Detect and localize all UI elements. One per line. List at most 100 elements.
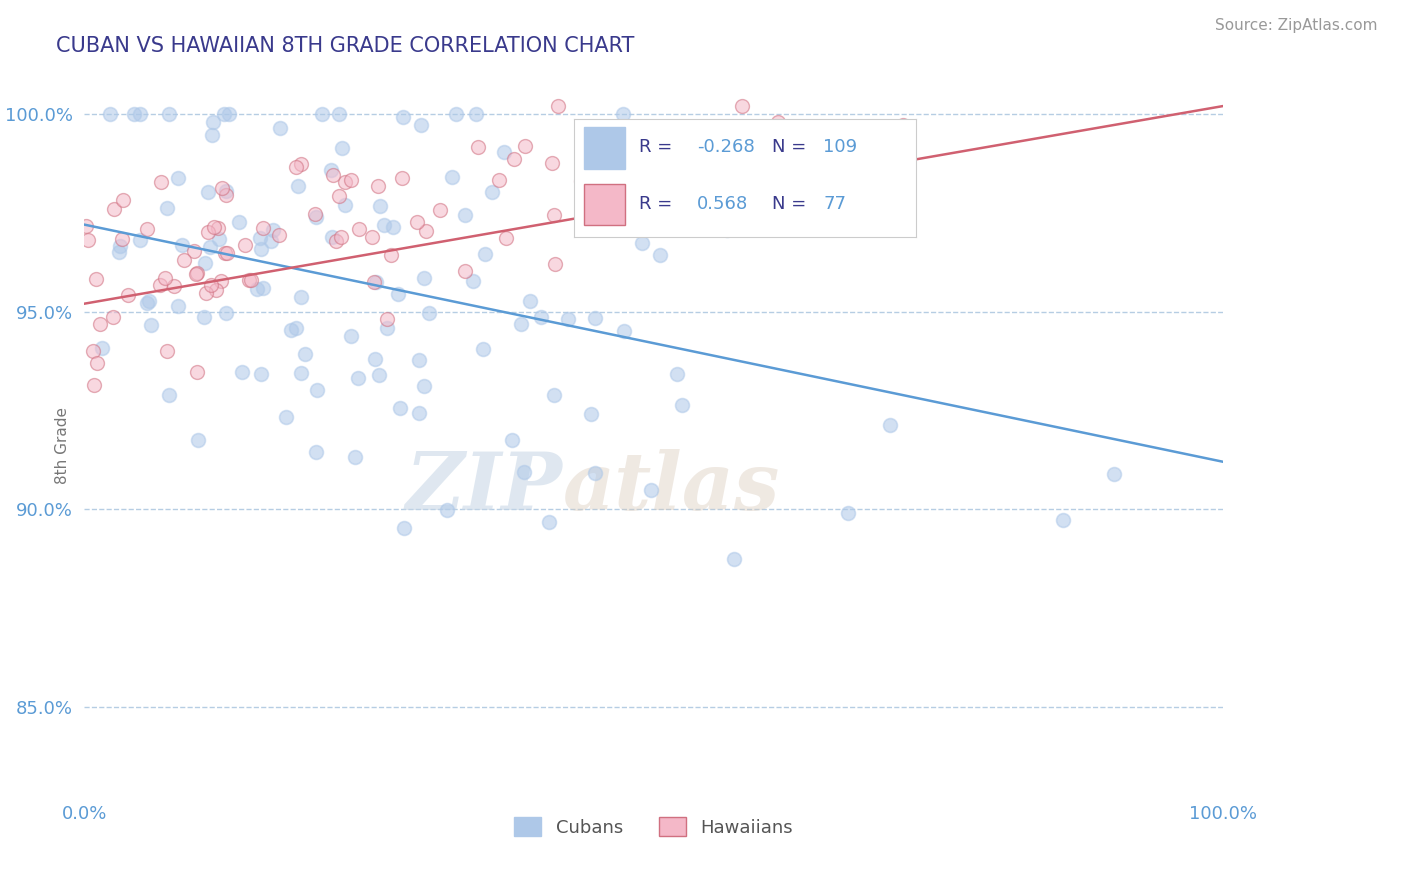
Point — [238, 273, 260, 287]
Point — [471, 343, 494, 357]
Point — [214, 184, 236, 198]
Point — [671, 398, 693, 412]
Point — [492, 145, 515, 159]
Point — [197, 225, 219, 239]
Point — [335, 175, 357, 189]
Point — [380, 247, 402, 261]
Point — [1102, 467, 1125, 481]
Text: CUBAN VS HAWAIIAN 8TH GRADE CORRELATION CHART: CUBAN VS HAWAIIAN 8TH GRADE CORRELATION … — [56, 36, 634, 55]
Point — [157, 107, 180, 121]
Point — [387, 286, 409, 301]
Point — [766, 115, 789, 129]
Point — [513, 465, 536, 479]
Point — [156, 343, 179, 358]
Point — [252, 281, 274, 295]
Point — [501, 433, 523, 447]
Point — [363, 275, 385, 289]
Point — [274, 409, 297, 424]
Point — [364, 352, 387, 367]
Point — [269, 121, 291, 136]
Point — [583, 466, 606, 480]
Point — [290, 157, 312, 171]
Point — [411, 118, 433, 132]
Point — [108, 244, 131, 259]
Point — [503, 153, 526, 167]
Point — [509, 317, 531, 331]
Point — [375, 312, 398, 326]
Point — [474, 247, 496, 261]
Point — [408, 352, 430, 367]
Point — [373, 218, 395, 232]
Point — [481, 186, 503, 200]
Point — [211, 181, 233, 195]
Point — [187, 433, 209, 447]
Point — [519, 294, 541, 309]
Point — [321, 229, 343, 244]
Point — [208, 232, 231, 246]
Point — [368, 368, 391, 382]
Point — [167, 170, 190, 185]
Point — [392, 110, 415, 124]
Point — [186, 266, 208, 280]
Point — [1052, 513, 1074, 527]
Point — [328, 189, 350, 203]
Point — [467, 139, 489, 153]
Point — [440, 170, 463, 185]
Point — [218, 107, 240, 121]
Point — [307, 383, 329, 397]
Point — [89, 317, 111, 331]
Point — [214, 107, 236, 121]
Text: atlas: atlas — [562, 449, 780, 526]
Point — [806, 185, 828, 199]
Point — [716, 223, 738, 237]
Text: Source: ZipAtlas.com: Source: ZipAtlas.com — [1215, 18, 1378, 33]
Point — [267, 227, 290, 242]
Point — [252, 221, 274, 235]
Point — [347, 222, 370, 236]
Point — [366, 275, 388, 289]
Point — [280, 323, 302, 337]
Point — [692, 144, 714, 158]
Point — [239, 273, 262, 287]
Point — [605, 174, 627, 188]
Point — [648, 247, 671, 261]
Point — [205, 283, 228, 297]
Point — [322, 168, 344, 182]
Point — [681, 160, 703, 174]
Point — [197, 185, 219, 199]
Point — [723, 551, 745, 566]
Point — [305, 445, 328, 459]
Point — [233, 237, 256, 252]
Point — [201, 128, 224, 142]
Point — [879, 417, 901, 432]
Point — [290, 290, 312, 304]
Point — [214, 246, 236, 260]
Point — [193, 310, 215, 324]
Point — [837, 506, 859, 520]
Y-axis label: 8th Grade: 8th Grade — [55, 408, 70, 484]
Point — [249, 231, 271, 245]
Point — [204, 220, 226, 235]
Point — [184, 267, 207, 281]
Point — [436, 502, 458, 516]
Point — [333, 198, 356, 212]
Point — [543, 388, 565, 402]
Point — [173, 252, 195, 267]
Point — [418, 306, 440, 320]
Point — [583, 311, 606, 326]
Point — [117, 288, 139, 302]
Point — [325, 235, 347, 249]
Point — [347, 371, 370, 385]
Point — [464, 107, 486, 121]
Point — [408, 406, 430, 420]
Text: ZIP: ZIP — [406, 449, 562, 526]
Point — [613, 324, 636, 338]
Point — [547, 99, 569, 113]
Point — [343, 450, 366, 464]
Point — [304, 210, 326, 224]
Point — [198, 239, 221, 253]
Point — [412, 379, 434, 393]
Point — [86, 356, 108, 370]
Point — [200, 277, 222, 292]
Point — [84, 272, 107, 286]
